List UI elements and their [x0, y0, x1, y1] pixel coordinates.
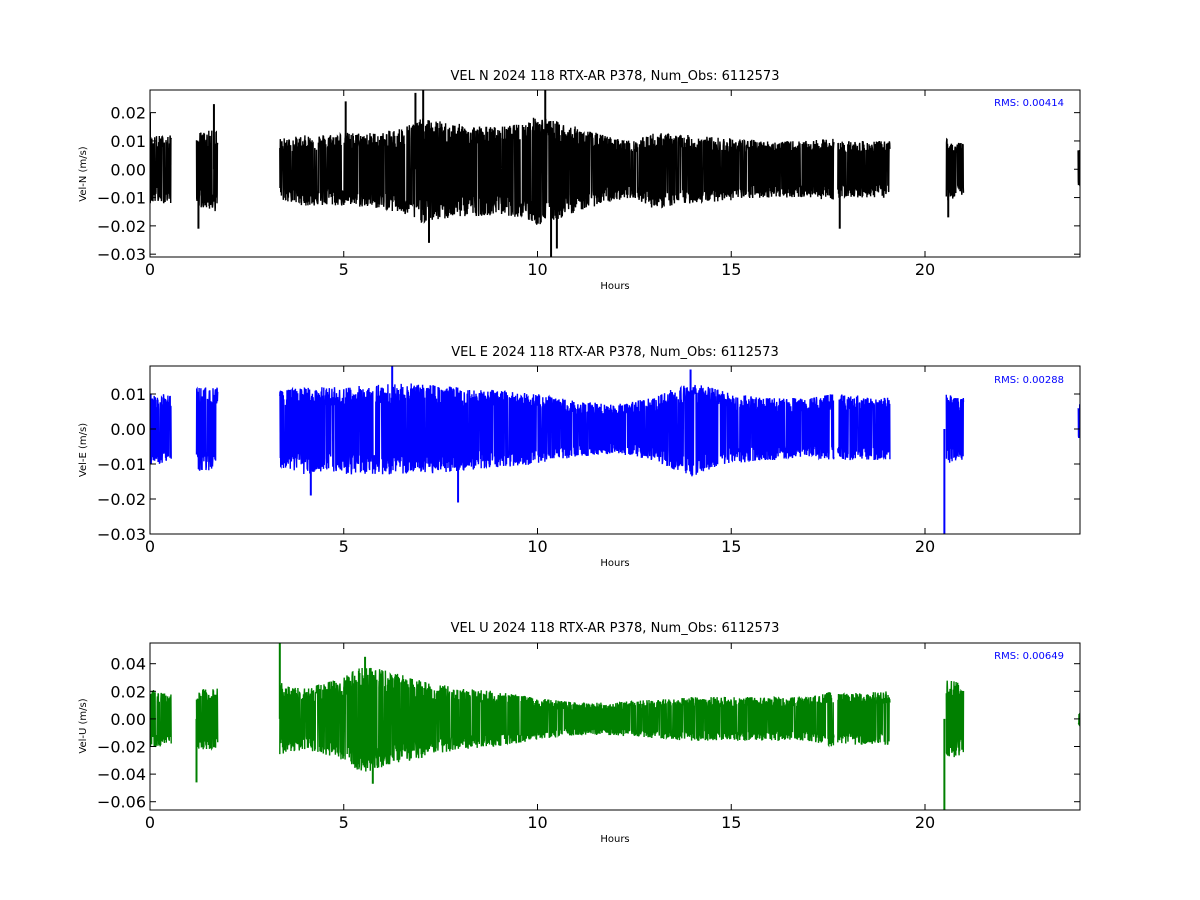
y-tick-label: −0.04	[97, 765, 146, 784]
y-tick-label: −0.01	[97, 189, 146, 208]
series-line	[195, 688, 219, 751]
y-tick-label: −0.02	[97, 738, 146, 757]
plot-frame	[149, 89, 1081, 258]
x-tick-label: 5	[339, 537, 349, 556]
x-tick-label: 20	[915, 813, 935, 832]
x-tick-label: 0	[145, 813, 155, 832]
panel-title: VEL U 2024 118 RTX-AR P378, Num_Obs: 611…	[451, 621, 780, 636]
panel-title: VEL E 2024 118 RTX-AR P378, Num_Obs: 611…	[451, 345, 778, 360]
y-tick-label: −0.03	[97, 245, 146, 264]
y-tick-label: 0.04	[110, 655, 146, 674]
y-tick-label: −0.03	[97, 525, 146, 544]
panel-title: VEL N 2024 118 RTX-AR P378, Num_Obs: 611…	[451, 69, 780, 84]
x-tick-label: 20	[915, 260, 935, 279]
y-axis-label: Vel-E (m/s)	[78, 423, 89, 477]
series-line	[837, 691, 891, 745]
y-tick-label: 0.02	[110, 104, 146, 123]
x-tick-label: 5	[339, 260, 349, 279]
x-tick-label: 10	[527, 260, 547, 279]
x-tick-label: 15	[721, 260, 741, 279]
rms-annotation: RMS: 0.00649	[994, 651, 1064, 662]
y-tick-label: −0.02	[97, 490, 146, 509]
y-tick-label: 0.02	[110, 682, 146, 701]
series-line	[945, 137, 965, 201]
plot-frame	[149, 365, 1081, 535]
series-trace	[150, 366, 1080, 534]
y-tick-label: 0.01	[110, 132, 146, 151]
series-line	[150, 394, 172, 464]
x-axis-label: Hours	[600, 558, 629, 569]
x-tick-label: 0	[145, 260, 155, 279]
x-axis-label: Hours	[600, 834, 629, 845]
series-line	[837, 140, 891, 199]
series-trace	[150, 643, 1080, 810]
panel-vel-e: VEL E 2024 118 RTX-AR P378, Num_Obs: 611…	[78, 345, 1081, 569]
series-line	[279, 117, 835, 225]
plot-frame	[149, 642, 1081, 811]
x-tick-label: 10	[527, 537, 547, 556]
series-line	[837, 394, 891, 461]
x-tick-label: 5	[339, 813, 349, 832]
y-tick-label: 0.00	[110, 160, 146, 179]
y-tick-label: −0.02	[97, 217, 146, 236]
y-tick-label: 0.00	[110, 710, 146, 729]
y-axis-label: Vel-N (m/s)	[78, 146, 89, 201]
y-tick-label: −0.06	[97, 793, 146, 812]
y-tick-label: −0.01	[97, 455, 146, 474]
y-axis-label: Vel-U (m/s)	[78, 698, 89, 753]
x-tick-label: 0	[145, 537, 155, 556]
x-tick-label: 20	[915, 537, 935, 556]
x-tick-label: 15	[721, 813, 741, 832]
y-tick-label: 0.01	[110, 385, 146, 404]
rms-annotation: RMS: 0.00288	[994, 375, 1064, 386]
panel-vel-n: VEL N 2024 118 RTX-AR P378, Num_Obs: 611…	[78, 69, 1081, 292]
series-line	[195, 386, 219, 471]
series-line	[945, 680, 965, 758]
series-line	[945, 394, 965, 463]
rms-annotation: RMS: 0.00414	[994, 98, 1064, 109]
series-line	[150, 134, 172, 204]
series-line	[279, 383, 835, 477]
x-tick-label: 15	[721, 537, 741, 556]
panel-vel-u: VEL U 2024 118 RTX-AR P378, Num_Obs: 611…	[78, 621, 1081, 845]
series-line	[279, 667, 835, 772]
series-trace	[150, 90, 1080, 257]
x-axis-label: Hours	[600, 281, 629, 292]
series-line	[150, 689, 172, 748]
x-tick-label: 10	[527, 813, 547, 832]
y-tick-label: 0.00	[110, 420, 146, 439]
